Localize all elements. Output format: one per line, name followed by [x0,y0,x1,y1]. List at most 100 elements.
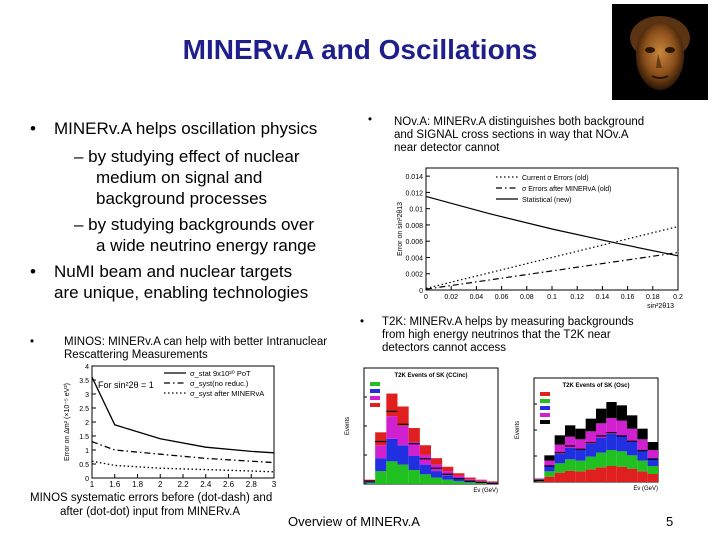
t2k-ccinc-subset-marker [408,443,420,445]
t2k-ccinc-bar-segment [397,406,409,426]
t2k-osc-bar-segment [585,431,596,444]
t2k-osc-bar-segment [585,444,596,457]
nova-x-tick-label: 0 [424,294,428,301]
t2k-ccinc-subset-marker [475,481,487,484]
t2k-osc-bar-segment [616,420,627,436]
bullet-numi: NuMI beam and nuclear targets [54,262,293,281]
nova-y-tick-label: 0.014 [405,174,423,181]
t2k-osc-subset-marker [554,452,565,454]
t2k-ccinc-title: T2K Events of SK (CCinc) [394,373,467,379]
t2k-osc-subset-marker [534,480,545,482]
minos-y-tick-label: 2.5 [79,406,89,413]
nova-x-tick-label: 0.08 [520,294,534,301]
minos-y-tick-label: 3.5 [79,378,89,385]
t2k-osc-bar-segment [606,466,617,482]
t2k-osc-bar-segment [534,481,545,482]
t2k-osc-bar-segment [606,450,617,466]
sub-bullet-nuclear-medium-cont1: medium on signal and [96,168,263,187]
minos-x-tick-label: 2.6 [223,480,235,489]
t2k-ccinc-subset-marker [442,473,454,475]
nova-x-tick-label: 0.1 [547,294,557,301]
t2k-osc-bar-segment [606,402,617,418]
t2k-osc-subset-marker [647,458,658,460]
minos-y-tick-label: 1.5 [79,434,89,441]
nova-y-tick-label: 0.004 [405,255,423,262]
t2k-ccinc-bar-segment [486,481,498,483]
t2k-ccinc-bar-segment [442,466,454,472]
minos-legend-label: σ_syst(no reduc.) [190,379,249,388]
t2k-osc-bar-segment [596,438,607,453]
t2k-ccinc-bar-segment [375,458,387,472]
t2k-osc-bar-segment [627,442,638,456]
t2k-ccinc-bar-segment [419,464,431,475]
t2k-ccinc-bar-segment [431,458,443,465]
t2k-osc-bar-segment [606,418,617,434]
t2k-ccinc-bar-segment [442,475,454,480]
t2k-osc-bar-segment [585,456,596,470]
t2k-osc-bar-segment [565,459,576,471]
t2k-osc-bar-segment [637,450,648,461]
t2k-ccinc-legend-swatch [370,389,380,393]
t2k-osc-bar-segment [565,448,576,460]
t2k-osc-bar-segment [544,455,555,461]
minos-legend-label: σ_stat 9x10²⁰ PoT [190,369,251,378]
nova-x-tick-label: 0.02 [444,294,458,301]
minos-x-tick-label: 2.8 [246,480,258,489]
minos-y-tick-label: 0.5 [79,462,89,469]
nova-y-tick-label: 0 [419,288,423,295]
t2k-osc-x-axis-label: Eν (GeV) [633,486,658,492]
bullet-numi-cont: are unique, enabling technologies [54,283,309,302]
sub-bullet-nuclear-medium-cont2: background processes [96,189,268,208]
minos-series-line [91,460,275,473]
t2k-osc-bar-segment [637,428,648,440]
t2k-ccinc-bar-segment [419,474,431,484]
slide-footer: Overview of MINERv.A [288,514,420,529]
t2k-ccinc-bar-segment [442,471,454,476]
t2k-ccinc-histogram: T2K Events of SK (CCinc) Events Eν (GeV) [342,356,502,494]
t2k-text-line2: from high energy neutrinos that the T2K … [382,329,611,341]
t2k-ccinc-bar-segment [464,479,476,481]
nova-y-tick-label: 0.008 [405,223,423,230]
t2k-ccinc-legend-swatch [370,396,380,400]
nova-y-tick-label: 0.002 [405,272,423,279]
t2k-osc-bar-segment [565,470,576,482]
sub-bullet-backgrounds-cont: a wide neutrino energy range [96,236,317,255]
logo-bust-image [612,4,708,100]
minos-x-tick-label: 1 [90,480,95,489]
t2k-osc-subset-marker [637,450,648,452]
minos-annotation: For sin²2θ = 1 [98,380,154,390]
nova-error-chart: 0 0.002 0.004 0.006 0.008 0.01 0.012 0.014 0 0.02… [394,162,684,310]
nova-x-tick-label: 0.16 [621,294,635,301]
t2k-ccinc-subset-marker [397,423,409,425]
t2k-osc-bar-segment [616,405,627,421]
t2k-ccinc-bar-segment [375,432,387,446]
t2k-osc-bar-segment [575,428,586,440]
t2k-osc-bar-segment [647,450,658,458]
nova-x-axis-label: sin²2θ13 [647,303,674,310]
bullet-dot: • [360,316,365,328]
t2k-ccinc-bar-segment [397,464,409,484]
nova-y-tick-label: 0.006 [405,239,423,246]
t2k-ccinc-bar-segment [408,442,420,457]
t2k-osc-bar-segment [575,460,586,472]
t2k-ccinc-subset-marker [419,458,431,460]
t2k-ccinc-bar-segment [453,475,465,479]
t2k-ccinc-bar-segment [453,478,465,482]
t2k-osc-bar-segment [606,434,617,450]
nova-y-tick-label: 0.01 [409,207,423,214]
t2k-ccinc-bar-segment [408,456,420,471]
t2k-osc-subset-marker [627,440,638,442]
nova-legend-label: Statistical (new) [522,197,571,204]
nova-x-tick-label: 0.2 [673,294,683,301]
t2k-osc-bar-segment [627,455,638,469]
t2k-osc-bar-segment [554,454,565,464]
t2k-ccinc-bar-segment [442,479,454,484]
t2k-ccinc-bar-segment [408,428,420,443]
t2k-ccinc-bar-segment [364,482,376,484]
t2k-ccinc-bar-segment [408,470,420,484]
nova-text-line2: and SIGNAL cross sections in way that NO… [394,129,629,141]
bullet-minos-cont: Rescattering Measurements [64,349,208,361]
t2k-ccinc-subset-marker [386,410,398,412]
t2k-osc-subset-marker [616,435,627,437]
t2k-ccinc-bar-segment [464,477,476,480]
